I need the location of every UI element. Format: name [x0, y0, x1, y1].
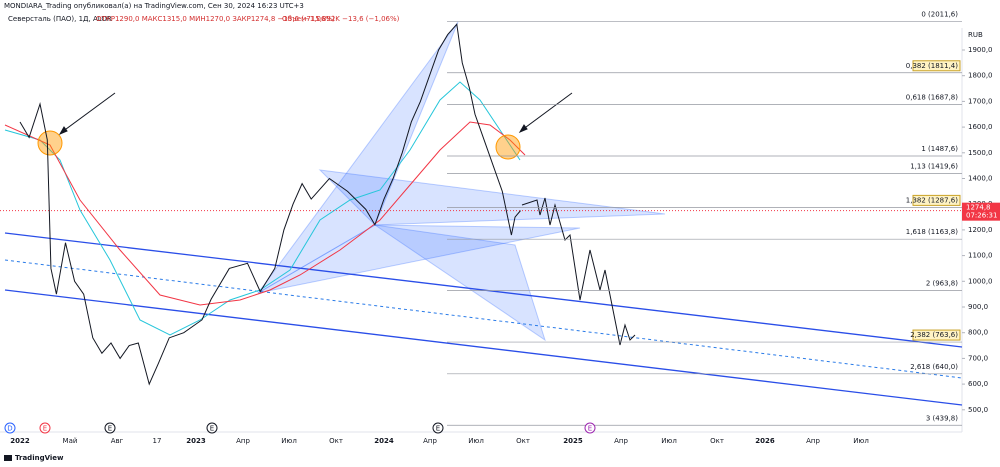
time-label: 2024	[374, 437, 394, 445]
currency: RUB	[968, 31, 983, 39]
current-timer: 07:26:31	[966, 212, 997, 220]
price-label: 1600,0	[968, 123, 993, 131]
fib-label: 3 (439,8)	[926, 414, 958, 422]
fib-label: 0,382 (1811,4)	[906, 62, 958, 70]
fib-box	[912, 60, 961, 72]
ma-slow	[4, 121, 526, 306]
time-label: Апр	[806, 437, 820, 445]
publisher: MONDIARA_Trading опубликовал(а) на Tradi…	[4, 2, 304, 10]
price-label: 1000,0	[968, 277, 993, 285]
ohlc: ОТКР1290,0 МАКС1315,0 МИН1270,0 ЗАКР1274…	[96, 15, 335, 23]
price-label: 800,0	[968, 329, 988, 337]
fib-label: 1,382 (1287,6)	[906, 196, 958, 204]
volume: Объем715,892K −13,6 (−1,06%)	[282, 15, 400, 23]
time-label: 2026	[755, 437, 775, 445]
time-label: Окт	[516, 437, 530, 445]
price-label: 1800,0	[968, 72, 993, 80]
price-label: 1200,0	[968, 226, 993, 234]
time-label: Июл	[281, 437, 297, 445]
time-label: Июл	[853, 437, 869, 445]
time-label: Апр	[423, 437, 437, 445]
price-line	[19, 23, 521, 386]
time-label: Июл	[468, 437, 484, 445]
price-label: 600,0	[968, 380, 988, 388]
branding: TradingView	[15, 454, 64, 462]
time-label: 2023	[186, 437, 206, 445]
price-label: 1400,0	[968, 175, 993, 183]
current-box	[962, 202, 1000, 221]
fib-box	[912, 329, 961, 341]
time-label: Окт	[329, 437, 343, 445]
ma-fast	[4, 81, 521, 336]
time-label: Май	[63, 437, 78, 445]
time-label: Апр	[614, 437, 628, 445]
harmonic-pattern	[257, 21, 666, 342]
symbol: Северсталь (ПАО), 1Д, ALOR	[8, 15, 112, 23]
event-marker	[432, 422, 444, 434]
fib-label: 2,618 (640,0)	[910, 363, 958, 371]
event-marker	[4, 422, 16, 434]
price-label: 700,0	[968, 354, 988, 362]
event-marker	[206, 422, 218, 434]
time-label: Июл	[661, 437, 677, 445]
event-marker	[584, 422, 596, 434]
highlight	[37, 130, 521, 160]
time-label: 2025	[563, 437, 583, 445]
tv-logo	[4, 455, 12, 461]
fib-label: 1,618 (1163,8)	[906, 228, 958, 236]
time-label: 17	[153, 437, 162, 445]
time-label: 2022	[10, 437, 30, 445]
fib-label: 0 (2011,6)	[921, 10, 958, 18]
event-label: E	[210, 425, 214, 433]
fib-label: 1 (1487,6)	[921, 145, 958, 153]
fib-label: 2 (963,8)	[926, 280, 958, 288]
event-marker	[39, 422, 51, 434]
event-label: D	[7, 425, 12, 433]
fib-label: 2,382 (763,6)	[910, 331, 958, 339]
time-label: Авг	[111, 437, 124, 445]
price-label: 1700,0	[968, 97, 993, 105]
event-label: E	[108, 425, 112, 433]
price-label: 500,0	[968, 406, 988, 414]
fib-box	[912, 194, 961, 206]
arrow	[58, 92, 573, 136]
projection	[521, 197, 636, 346]
event-label: E	[43, 425, 47, 433]
price-label: 1900,0	[968, 46, 993, 54]
price-label: 1500,0	[968, 149, 993, 157]
event-label: E	[436, 425, 440, 433]
event-label: E	[588, 425, 592, 433]
fib-label: 1,13 (1419,6)	[910, 162, 958, 170]
event-marker	[104, 422, 116, 434]
time-label: Окт	[710, 437, 724, 445]
current-price: 1274,8	[966, 204, 991, 212]
fib-label: 0,618 (1687,8)	[906, 94, 958, 102]
price-label: 900,0	[968, 303, 988, 311]
price-label: 1100,0	[968, 252, 993, 260]
time-label: Апр	[236, 437, 250, 445]
channel	[4, 232, 963, 406]
